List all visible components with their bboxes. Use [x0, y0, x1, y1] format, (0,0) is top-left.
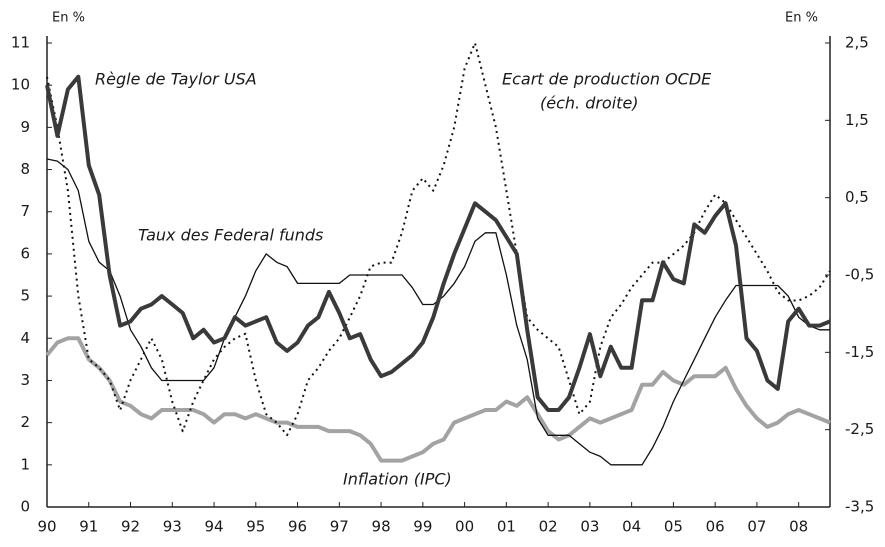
y2-tick-label: 1,5 — [845, 111, 869, 129]
x-tick-label: 91 — [79, 518, 98, 536]
y2-tick-label: 2,5 — [845, 34, 869, 52]
x-tick-label: 93 — [163, 518, 182, 536]
y-tick-label: 0 — [20, 498, 30, 516]
y2-tick-label: -2,5 — [845, 420, 874, 438]
x-tick-label: 08 — [789, 518, 808, 536]
x-tick-label: 99 — [413, 518, 432, 536]
y-tick-label: 9 — [20, 118, 30, 136]
series-label: Règle de Taylor USA — [95, 70, 257, 89]
y-tick-label: 2 — [20, 413, 30, 431]
y-tick-label: 3 — [20, 371, 30, 389]
y2-tick-label: -3,5 — [845, 498, 874, 516]
series-line — [45, 74, 831, 412]
y-unit-left: En % — [52, 11, 85, 26]
x-tick-label: 02 — [539, 518, 558, 536]
x-tick-label: 96 — [288, 518, 307, 536]
series-label: Inflation (IPC) — [343, 470, 452, 489]
y-unit-right: En % — [785, 11, 818, 26]
x-tick-label: 00 — [455, 518, 474, 536]
y-tick-label: 1 — [20, 455, 30, 473]
series-line — [46, 42, 831, 437]
series-label: Taux des Federal funds — [138, 226, 323, 245]
x-tick-label: 92 — [121, 518, 140, 536]
y-tick-label: 11 — [11, 34, 30, 52]
y2-tick-label: -1,5 — [845, 343, 874, 361]
x-tick-label: 04 — [622, 518, 641, 536]
x-tick-label: 95 — [246, 518, 265, 536]
series-line — [45, 336, 831, 463]
x-tick-label: 06 — [706, 518, 725, 536]
x-tick-label: 97 — [330, 518, 349, 536]
y2-tick-label: 0,5 — [845, 188, 869, 206]
y-tick-label: 4 — [20, 329, 30, 347]
y2-tick-label: -0,5 — [845, 266, 874, 284]
x-tick-label: 05 — [664, 518, 683, 536]
x-tick-label: 94 — [204, 518, 223, 536]
series-label: Ecart de production OCDE — [502, 70, 712, 89]
y-tick-label: 6 — [20, 244, 30, 262]
x-tick-label: 90 — [37, 518, 56, 536]
y-tick-label: 8 — [20, 160, 30, 178]
annotation: (éch. droite) — [540, 94, 639, 113]
x-tick-label: 07 — [747, 518, 766, 536]
y-tick-label: 7 — [20, 202, 30, 220]
x-tick-label: 01 — [497, 518, 516, 536]
y-tick-label: 5 — [20, 287, 30, 305]
x-tick-label: 98 — [372, 518, 391, 536]
series-line — [46, 158, 830, 466]
y-tick-label: 10 — [11, 76, 30, 94]
x-tick-label: 03 — [580, 518, 599, 536]
